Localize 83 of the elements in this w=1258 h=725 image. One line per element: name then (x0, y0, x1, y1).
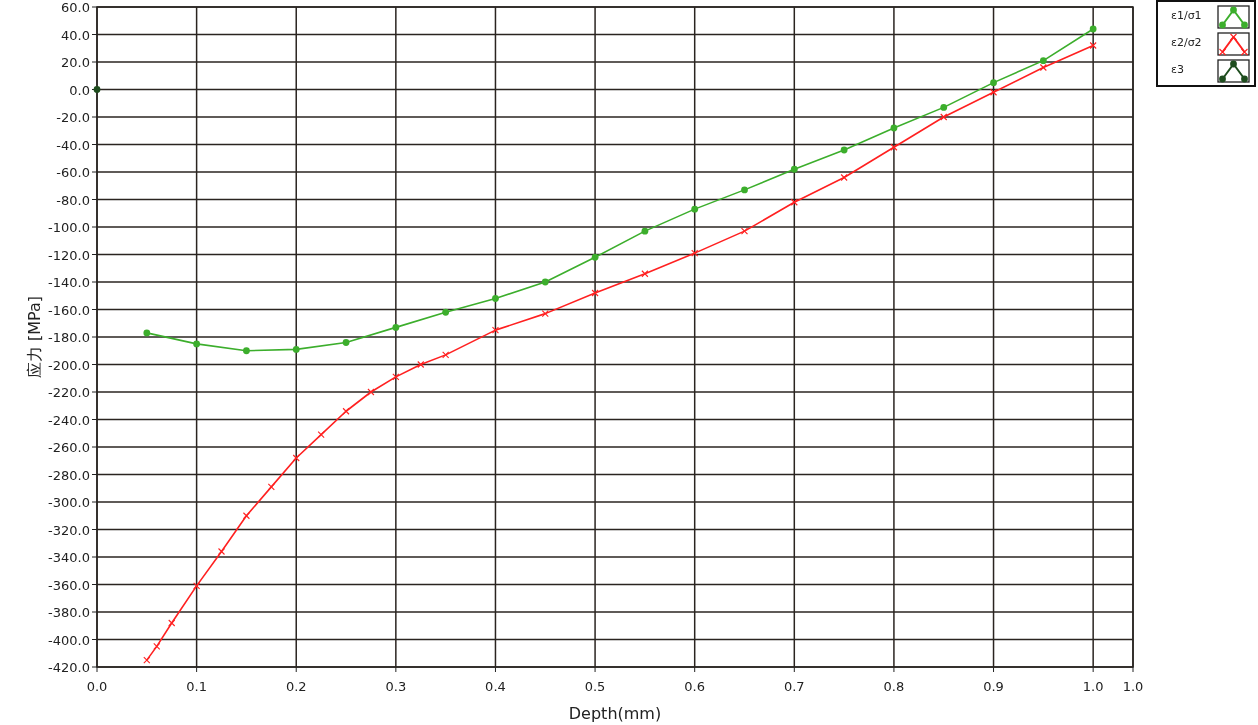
point (193, 582, 201, 590)
x-tick-label: 0.7 (783, 679, 805, 694)
y-tick-label: -20.0 (56, 110, 90, 125)
point (691, 205, 699, 213)
y-axis-title: 应力 [MPa] (25, 295, 44, 379)
y-tick-label: -160.0 (48, 302, 90, 318)
x-tick-label: 0.5 (584, 679, 606, 694)
point (292, 345, 300, 353)
y-tick-label: -260.0 (48, 440, 90, 455)
legend-label: ε1/σ1 (1171, 9, 1202, 22)
y-tick-label: 40.0 (61, 27, 90, 43)
x-tick-label: 0.1 (186, 679, 207, 694)
point (541, 310, 549, 318)
point (890, 143, 898, 151)
point (342, 407, 350, 415)
point (840, 146, 848, 154)
x-axis-title: Depth(mm) (568, 704, 662, 723)
x-tick-label: 0.4 (485, 679, 506, 694)
y-tick-label: -80.0 (56, 192, 90, 208)
point (442, 308, 450, 316)
point (317, 431, 325, 439)
point (491, 326, 500, 334)
y-tick-label: -180.0 (48, 330, 90, 345)
point (143, 329, 151, 337)
y-tick-label: 0.0 (69, 82, 90, 98)
y-tick-label: -60.0 (56, 165, 90, 180)
y-tick-label: -220.0 (48, 385, 90, 400)
point (641, 227, 649, 235)
point (492, 295, 499, 302)
point (940, 103, 948, 111)
x-tick-label: 0.8 (883, 679, 905, 694)
y-tick-label: -120.0 (48, 247, 90, 263)
point (442, 351, 450, 359)
point (242, 512, 250, 520)
y-tick-label: -400.0 (48, 632, 90, 648)
y-tick-label: -300.0 (48, 495, 90, 510)
point (168, 619, 176, 627)
point (267, 483, 275, 491)
point (740, 227, 749, 235)
point (990, 79, 997, 87)
point (691, 249, 699, 257)
x-tick-label: 0.0 (86, 679, 108, 694)
x-tick-label: 0.3 (385, 679, 407, 694)
point (1039, 57, 1047, 65)
point (641, 270, 649, 278)
point (840, 173, 848, 182)
point (1039, 63, 1047, 72)
point (790, 165, 798, 173)
point (541, 278, 549, 286)
point (193, 340, 201, 348)
x-tick-label: 1.0 (1122, 679, 1144, 694)
y-tick-label: -380.0 (48, 605, 90, 620)
point (153, 642, 161, 650)
y-tick-label: -100.0 (48, 220, 90, 235)
y-tick-label: 20.0 (61, 55, 90, 70)
text: ε3 (1171, 63, 1184, 76)
x-tick-label: 0.6 (684, 679, 706, 694)
point (591, 253, 599, 261)
y-tick-label: 60.0 (61, 0, 90, 15)
x-tick-label: 0.2 (285, 679, 307, 694)
y-tick-label: -420.0 (48, 660, 90, 675)
x-tick-label: 1.0 (1082, 679, 1104, 694)
y-tick-label: -200.0 (48, 357, 90, 373)
point (292, 454, 300, 462)
point (1089, 25, 1097, 33)
y-tick-label: -320.0 (48, 522, 90, 538)
y-tick-label: -140.0 (48, 275, 90, 290)
point (989, 88, 998, 96)
point (741, 186, 748, 194)
y-tick-label: -360.0 (48, 577, 90, 593)
y-tick-label: -40.0 (56, 137, 90, 153)
x-tick-label: 0.9 (983, 679, 1004, 694)
point (342, 339, 350, 346)
y-tick-label: -280.0 (48, 467, 90, 483)
point (243, 347, 250, 355)
point (417, 360, 425, 369)
legend-label: ε2/σ2 (1171, 36, 1202, 49)
point (1089, 41, 1097, 50)
point (890, 124, 898, 132)
y-tick-label: -340.0 (48, 550, 90, 565)
y-tick-label: -240.0 (48, 412, 90, 428)
point (392, 323, 400, 331)
point (940, 113, 948, 121)
